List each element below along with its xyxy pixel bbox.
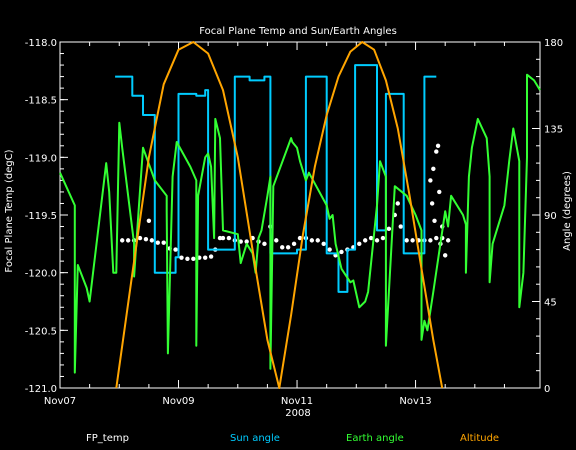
fp-temp-point — [155, 240, 160, 245]
y-right-tick-label: 180 — [544, 38, 563, 49]
fp-temp-point — [185, 256, 190, 262]
fp-temp-point — [380, 235, 386, 241]
fp-temp-point — [357, 241, 362, 247]
fp-temp-point — [435, 143, 441, 148]
fp-temp-point — [309, 238, 315, 243]
fp-temp-point — [428, 238, 433, 243]
fp-temp-point — [404, 238, 409, 243]
y-left-tick-label: -120.5 — [25, 326, 57, 337]
fp-temp-point — [137, 235, 143, 241]
fp-temp-point — [149, 238, 155, 243]
fp-temp-point — [285, 245, 291, 250]
fp-temp-point — [368, 235, 374, 241]
x-axis-label: 2008 — [285, 408, 310, 419]
fp-temp-point — [432, 218, 437, 223]
fp-temp-point — [220, 235, 226, 241]
x-tick-label: Nov09 — [162, 396, 194, 407]
fp-temp-point — [179, 255, 184, 260]
y-left-tick-label: -120.0 — [25, 269, 57, 280]
y-left-tick-label: -118.0 — [25, 38, 57, 49]
y-left-tick-label: -119.5 — [25, 211, 57, 222]
y-left-tick-label: -121.0 — [25, 384, 57, 395]
fp-temp-point — [315, 238, 320, 243]
y-left-tick-label: -118.5 — [25, 96, 57, 107]
fp-temp-point — [173, 247, 178, 252]
y-right-tick-label: 0 — [544, 384, 550, 395]
y-right-tick-label: 90 — [544, 211, 557, 222]
fp-temp-point — [146, 218, 152, 223]
y-right-tick-label: 135 — [544, 125, 563, 136]
fp-temp-point — [431, 166, 436, 172]
fp-temp-point — [280, 245, 285, 250]
fp-temp-point — [442, 253, 448, 258]
fp-temp-point — [125, 238, 131, 243]
fp-temp-point — [428, 178, 433, 183]
fp-temp-point — [321, 241, 326, 247]
x-tick-label: Nov07 — [44, 396, 76, 407]
fp-temp-point — [297, 235, 303, 241]
legend-item-altitude: Altitude — [460, 433, 500, 444]
y-left-tick-label: -119.0 — [25, 153, 57, 164]
y-axis-left-label: Focal Plane Temp (degC) — [4, 149, 15, 272]
fp-temp-point — [143, 237, 149, 242]
sun-angle-line — [115, 64, 437, 293]
fp-temp-point — [262, 241, 267, 247]
fp-temp-point — [274, 238, 279, 243]
altitude-line — [115, 41, 444, 389]
fp-temp-point — [244, 239, 249, 244]
fp-temp-point — [191, 256, 196, 262]
fp-temp-point — [410, 238, 415, 243]
fp-temp-point — [208, 254, 214, 259]
fp-temp-point — [327, 247, 332, 252]
fp-temp-point — [339, 249, 344, 255]
legend-item-fp-temp: FP_temp — [86, 433, 129, 444]
y-axis-right-label: Angle (degrees) — [562, 171, 573, 251]
legend-item-sun-angle: Sun angle — [230, 433, 280, 444]
fp-temp-point — [120, 238, 125, 243]
x-tick-label: Nov13 — [399, 396, 431, 407]
fp-temp-point — [395, 201, 400, 206]
fp-temp-point — [429, 201, 435, 206]
fp-temp-point — [161, 240, 166, 245]
x-tick-label: Nov11 — [281, 396, 313, 407]
fp-temp-point — [386, 226, 392, 232]
y-right-tick-label: 45 — [544, 298, 557, 309]
fp-temp-point — [434, 235, 439, 241]
fp-temp-point — [362, 238, 368, 243]
fp-temp-point — [226, 235, 232, 241]
chart-title: Focal Plane Temp and Sun/Earth Angles — [199, 26, 397, 37]
fp-temp-point — [398, 224, 403, 229]
fp-temp-point — [374, 238, 380, 243]
fp-temp-point — [291, 241, 297, 247]
fp-temp-point — [202, 255, 208, 260]
fp-temp-point — [437, 189, 442, 195]
fp-temp-point — [445, 238, 451, 243]
legend-item-earth-angle: Earth angle — [346, 433, 404, 444]
fp-temp-point — [434, 149, 439, 154]
earth-angle-line — [59, 73, 541, 374]
